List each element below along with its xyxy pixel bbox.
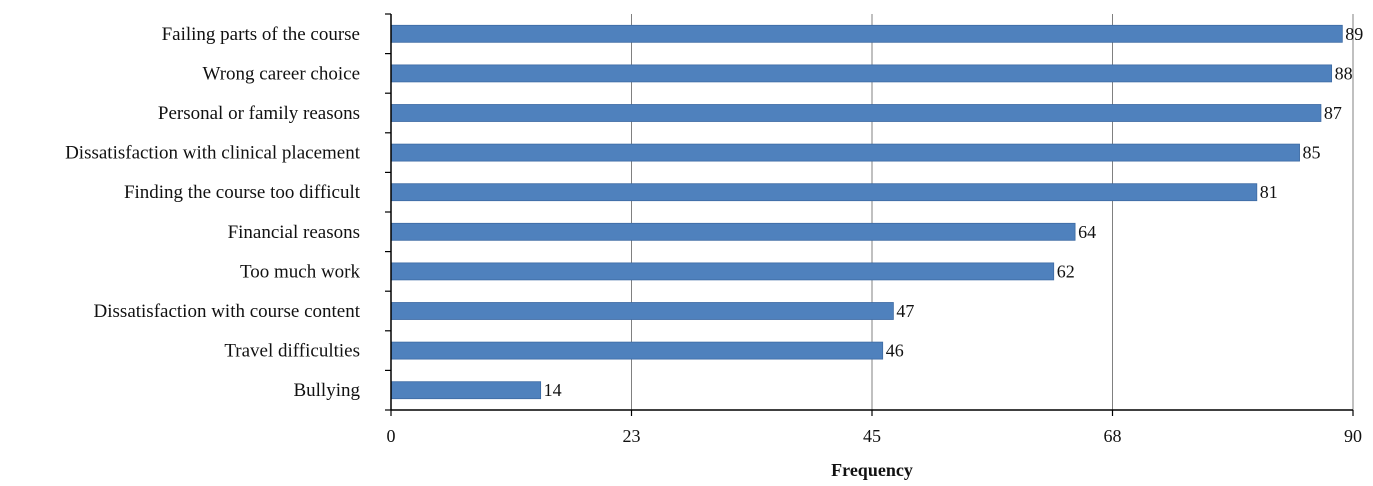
- data-label: 87: [1324, 103, 1342, 123]
- data-label: 81: [1260, 182, 1278, 202]
- bar: [390, 143, 1300, 162]
- data-label: 89: [1345, 24, 1363, 44]
- bar: [390, 64, 1333, 83]
- x-axis-title: Frequency: [831, 460, 913, 480]
- bar: [390, 341, 884, 360]
- axis-layer: [385, 13, 1354, 416]
- x-tick-label: 23: [623, 426, 641, 446]
- bar: [390, 222, 1076, 241]
- x-tick-label: 90: [1344, 426, 1362, 446]
- data-label: 47: [896, 301, 914, 321]
- category-label: Dissatisfaction with clinical placement: [65, 143, 361, 164]
- data-label: 85: [1303, 143, 1321, 163]
- bar: [390, 183, 1258, 202]
- data-label: 62: [1057, 261, 1075, 281]
- category-label: Bullying: [293, 380, 360, 401]
- bar: [390, 262, 1055, 281]
- label-layer: 0 23 45 68 90 Failing parts of the course 89 Wr…: [65, 24, 1363, 446]
- bar: [390, 302, 894, 320]
- data-label: 14: [544, 380, 562, 400]
- bar: [390, 24, 1343, 43]
- data-label: 46: [886, 341, 904, 361]
- data-label: 88: [1335, 63, 1353, 83]
- category-label: Travel difficulties: [224, 341, 360, 362]
- x-tick-label: 68: [1104, 426, 1122, 446]
- category-label: Wrong career choice: [203, 63, 360, 84]
- bar: [390, 104, 1322, 122]
- bar: [390, 381, 542, 400]
- category-label: Too much work: [240, 261, 361, 282]
- bar-layer: [390, 24, 1343, 400]
- category-label: Financial reasons: [228, 222, 360, 243]
- category-label: Finding the course too difficult: [124, 182, 361, 203]
- category-label: Dissatisfaction with course content: [94, 301, 361, 322]
- category-label: Personal or family reasons: [158, 103, 360, 124]
- x-tick-label: 0: [387, 426, 396, 446]
- data-label: 64: [1078, 222, 1096, 242]
- category-label: Failing parts of the course: [162, 24, 360, 45]
- x-tick-label: 45: [863, 426, 881, 446]
